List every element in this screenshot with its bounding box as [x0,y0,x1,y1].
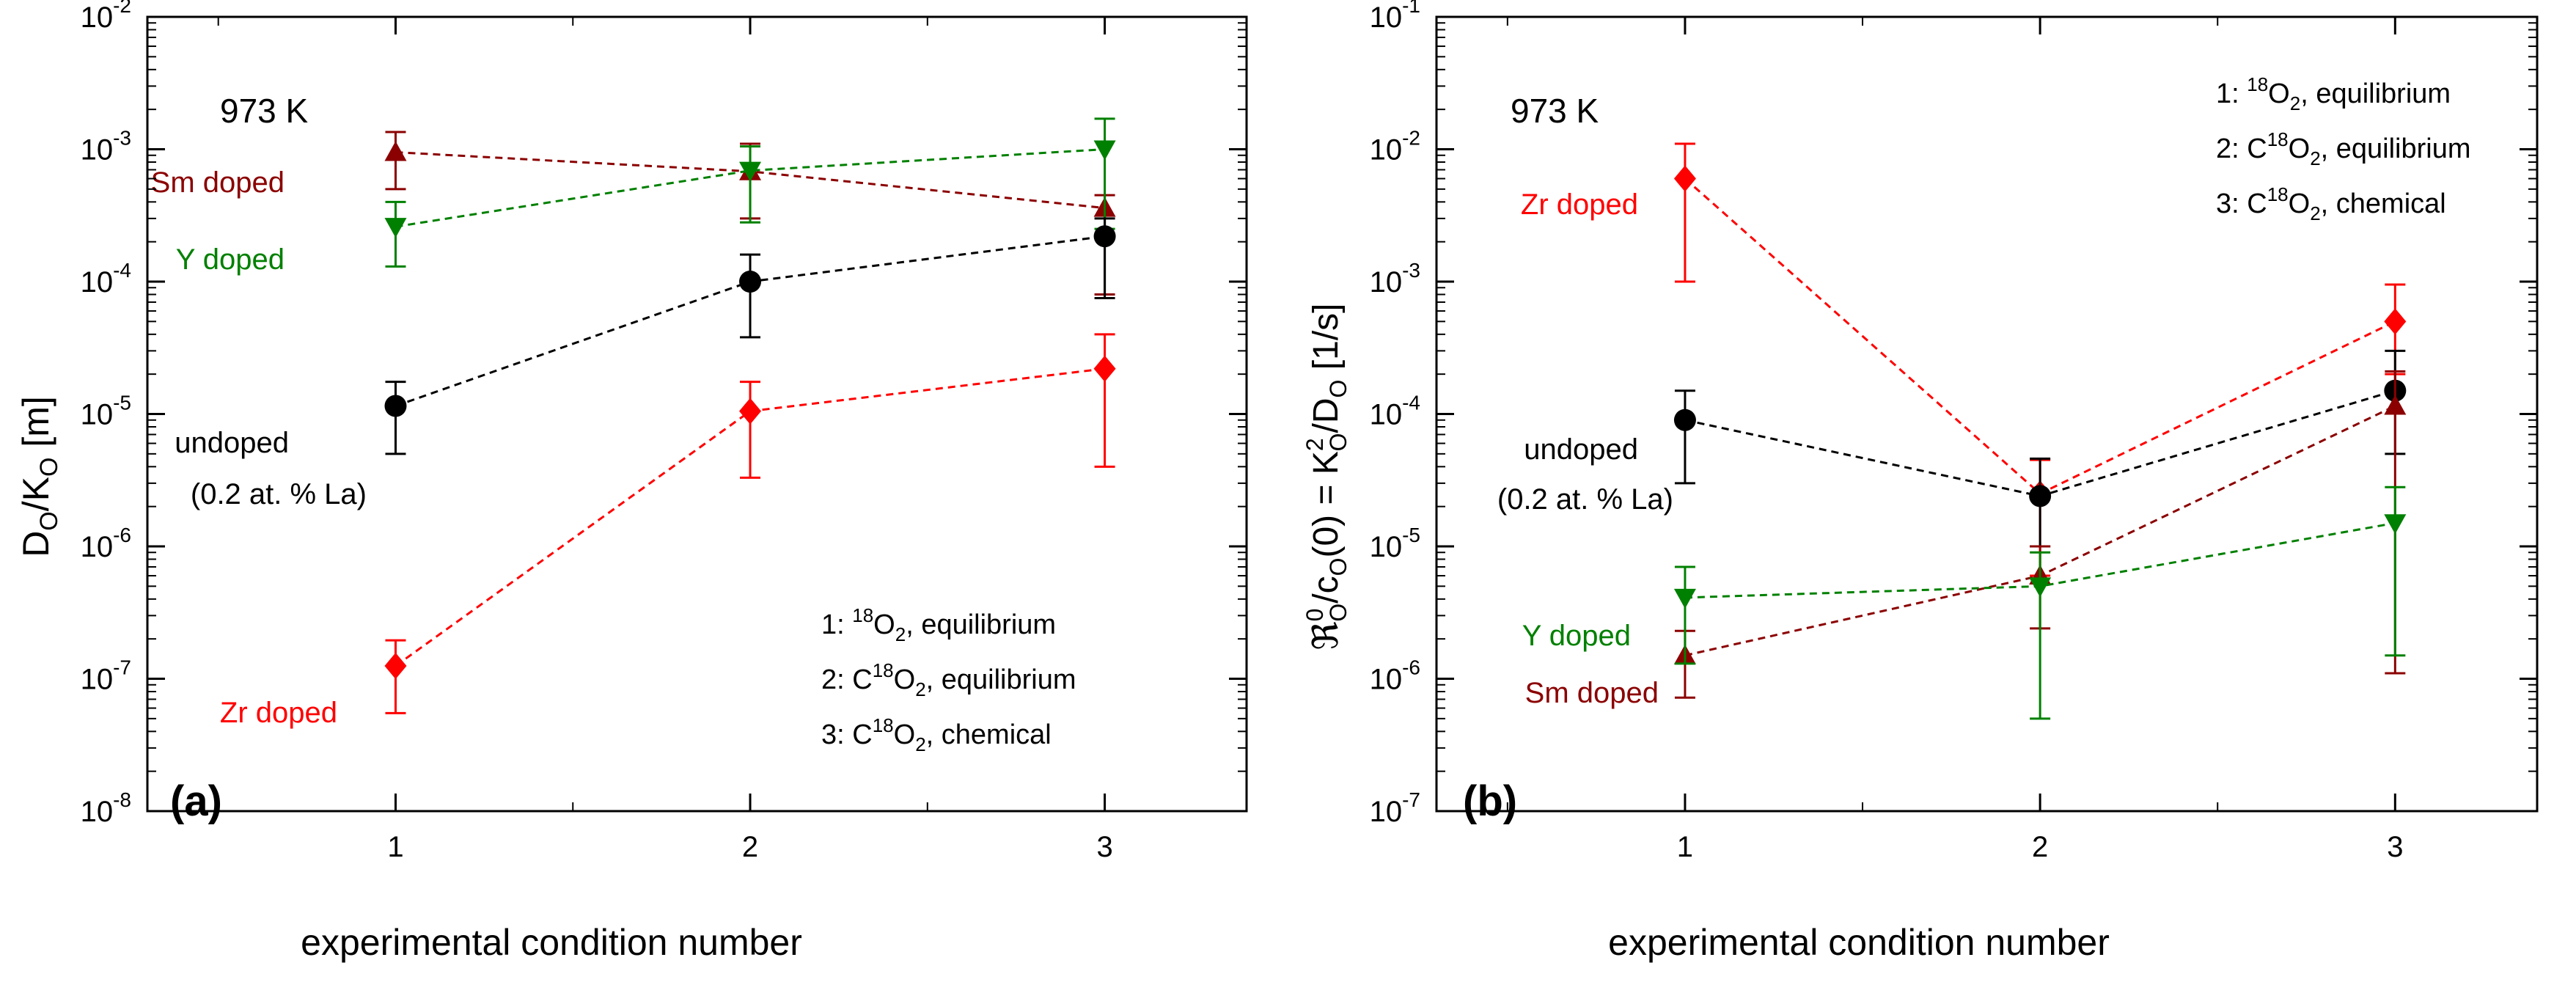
series-label-undoped-a: undoped [175,427,289,459]
data-point-sm-doped-a [384,141,407,161]
conditions-legend-b: 1: 18O2, equilibrium 2: C18O2, equilibri… [2216,73,2471,224]
y-tick-label-b: 10-1 [1370,0,1420,34]
panel-label-a: (a) [170,777,222,825]
y-axis-label-a: DO/KO [m] [15,396,63,557]
y-tick-label-a: 10-5 [81,392,131,431]
x-tick-label-b: 2 [2032,831,2048,863]
series-label-y-doped-a: Y doped [176,243,285,276]
y-tick-label-a: 10-7 [81,656,131,696]
x-axis-label-a: experimental condition number [301,922,802,963]
data-point-zr-doped-b [2384,308,2407,335]
y-tick-label-b: 10-2 [1370,127,1420,166]
series-label-undoped-detail-a: (0.2 at. % La) [191,478,367,510]
data-point-y-doped-a [1093,140,1116,161]
panel-a: DO/KO [m] experimental condition number … [15,0,1248,963]
y-tick-label-a: 10-2 [81,0,131,34]
data-point-zr-doped-b [1673,165,1696,192]
x-tick-label-b: 1 [1677,831,1693,863]
data-point-y-doped-b [1673,588,1696,609]
data-point-sm-doped-b [2384,395,2407,415]
series-label-undoped-detail-b: (0.2 at. % La) [1497,483,1673,516]
x-tick-label-a: 3 [1096,831,1112,863]
condition-2-a: 2: C18O2, equilibrium [821,659,1076,700]
y-tick-label-b: 10-7 [1370,788,1420,828]
data-point-y-doped-b [2384,514,2407,535]
y-axis-label-b: ℜ0O/cO(0) = K2O/DO [1/s] [1302,303,1351,650]
data-point-undoped-b [2029,485,2052,508]
conditions-legend-a: 1: 18O2, equilibrium 2: C18O2, equilibri… [821,604,1076,755]
panel-b: ℜ0O/cO(0) = K2O/DO [1/s] experimental co… [1302,0,2539,963]
data-point-zr-doped-a [1093,355,1116,382]
series-label-y-doped-b: Y doped [1522,620,1631,652]
series-label-zr-doped-a: Zr doped [220,697,337,729]
y-tick-label-b: 10-4 [1370,392,1420,431]
data-point-undoped-a [384,395,407,417]
condition-1-a: 1: 18O2, equilibrium [821,604,1056,645]
data-point-undoped-a [1093,225,1116,248]
y-tick-label-a: 10-8 [81,788,131,828]
y-tick-label-a: 10-6 [81,524,131,563]
data-point-y-doped-b [2029,577,2052,598]
series-label-undoped-b: undoped [1524,433,1638,466]
series-label-sm-doped-b: Sm doped [1525,677,1659,709]
condition-3-b: 3: C18O2, chemical [2216,183,2446,224]
x-tick-label-a: 1 [387,831,403,863]
y-tick-label-a: 10-3 [81,127,131,166]
series-label-sm-doped-a: Sm doped [151,166,285,199]
y-tick-label-b: 10-5 [1370,524,1420,563]
y-tick-label-a: 10-4 [81,259,131,298]
x-tick-label-a: 2 [742,831,758,863]
y-tick-label-b: 10-6 [1370,656,1420,696]
data-point-zr-doped-a [739,397,762,425]
series-label-zr-doped-b: Zr doped [1521,188,1638,221]
data-point-zr-doped-a [384,653,407,680]
panel-label-b: (b) [1463,777,1517,825]
data-point-y-doped-a [384,218,407,238]
data-point-undoped-b [1673,408,1696,431]
condition-3-a: 3: C18O2, chemical [821,714,1052,755]
temperature-label-b: 973 K [1511,92,1599,130]
data-point-y-doped-a [739,161,762,182]
temperature-label-a: 973 K [220,92,309,130]
x-tick-label-b: 3 [2387,831,2403,863]
condition-1-b: 1: 18O2, equilibrium [2216,73,2451,114]
x-axis-label-b: experimental condition number [1608,922,2110,963]
condition-2-b: 2: C18O2, equilibrium [2216,128,2471,169]
y-tick-label-b: 10-3 [1370,259,1420,298]
data-point-undoped-a [739,271,762,293]
